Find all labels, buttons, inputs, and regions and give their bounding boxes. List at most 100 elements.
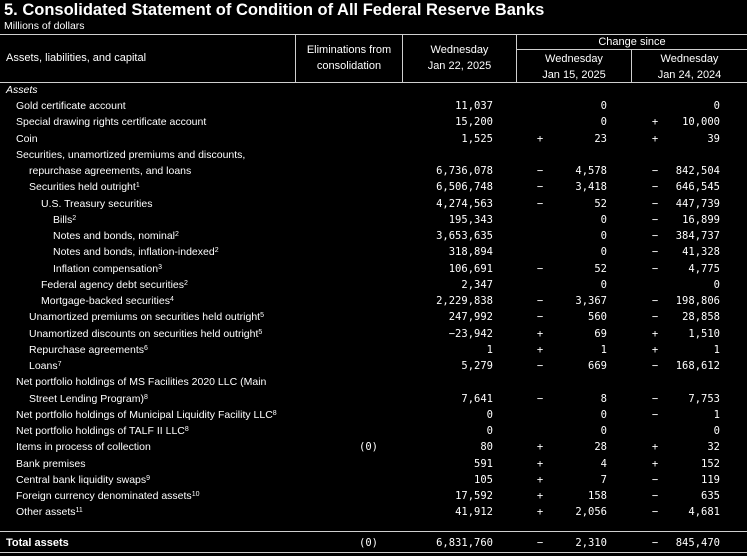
row-change2: 1,510 [688,327,720,340]
footnote-marker: 10 [191,491,200,498]
header-change1-line2: Jan 15, 2025 [542,69,606,81]
header-change-since: Change since [598,36,666,48]
row-label-text: Federal agency debt securities [41,278,184,291]
row-change2-sign: − [651,181,659,194]
col-divider-change2 [631,49,632,82]
table-row: Notes and bonds, nominal2 3,653,635 0 − 384,… [0,228,747,244]
footnote-marker: 2 [184,279,188,287]
row-label: Net portfolio holdings of MS Facilities … [16,374,266,390]
row-label: repurchase agreements, and loans [29,163,191,179]
row-label: Securities, unamortized premiums and dis… [16,147,245,163]
row-change2: 119 [701,473,720,486]
row-label: Bank premises [16,456,85,472]
row-wed: 4,274,563 [436,197,493,210]
total-change2-sign: − [651,537,659,549]
row-wed: 6,506,748 [436,181,493,194]
row-label: Special drawing rights certificate accou… [16,114,206,130]
row-wed: 106,691 [448,262,493,275]
row-change2-sign: − [651,392,659,405]
table-row: Bills2 195,343 0 − 16,899 [0,212,747,228]
row-wed: 1 [486,343,493,356]
row-change2: 635 [701,490,720,502]
row-change1: 8 [600,392,607,405]
row-change1: 69 [594,327,607,340]
row-label: Loans7 [29,358,62,374]
col-divider-change [516,34,517,82]
row-change1-sign: + [536,132,544,145]
row-label-text: Gold certificate account [16,100,126,112]
total-row: Total assets (0) 6,831,760 − 2,310 − 845… [0,535,747,551]
row-change2-sign: + [651,116,659,129]
row-change2: 1 [713,408,720,421]
footnote-marker: 2 [175,231,179,238]
table-row: repurchase agreements, and loans 6,736,07… [0,163,747,179]
header-change2-line1: Wednesday [660,53,719,65]
row-change1: 7 [600,473,607,486]
header-change2: Wednesday Jan 24, 2024 [632,51,747,83]
header-change1-line1: Wednesday [545,53,603,65]
row-label: Net portfolio holdings of Municipal Liqu… [16,407,277,423]
row-change2-sign: − [651,490,659,502]
header-wed: Wednesday Jan 22, 2025 [403,42,516,74]
row-change1-sign: − [536,295,544,307]
total-label: Total assets [6,537,69,549]
table-row: U.S. Treasury securities 4,274,563 − 52 − 447… [0,196,747,212]
row-wed: 247,992 [448,311,493,324]
row-change2-sign: − [651,311,659,324]
row-label-text: Foreign currency denominated assets [16,490,192,502]
row-change1: 3,367 [575,295,607,307]
footnote-marker: 2 [214,247,219,255]
row-wed: 2,229,838 [436,295,493,307]
table-row: Federal agency debt securities2 2,347 0 0 [0,277,747,293]
row-change1-sign: + [536,490,544,502]
row-change1: 52 [594,197,607,210]
footnote-marker: 7 [57,361,62,368]
footnote-marker: 9 [146,474,151,482]
row-label-text: Unamortized premiums on securities held … [29,311,261,324]
row-change2: 39 [707,132,720,145]
row-change2-sign: − [651,197,659,210]
table-row: Inflation compensation3 106,691 − 52 − 4,775 [0,261,747,277]
footnote-marker: 5 [260,312,265,320]
row-change2: 646,545 [675,181,720,194]
row-change2-sign: − [651,246,659,259]
row-label: Other assets11 [16,504,83,520]
header-label-col: Assets, liabilities, and capital [6,52,147,64]
row-change1-sign: − [536,197,544,210]
row-change1-sign: − [536,311,544,324]
row-change2-sign: + [651,457,659,470]
row-label: Central bank liquidity swaps9 [16,472,150,488]
row-change1-sign: + [536,506,544,519]
row-wed: −23,942 [448,327,493,340]
row-change2: 198,806 [675,295,720,307]
table-row: Items in process of collection (0) 80 +28 +3… [0,439,747,455]
table-row: Net portfolio holdings of MS Facilities … [0,374,747,390]
row-label-text: Coin [16,132,38,145]
row-change2: 447,739 [675,197,720,210]
row-label-text: Items in process of collection [16,441,151,454]
row-label: Notes and bonds, nominal2 [53,228,179,244]
row-change2-sign: − [651,213,659,226]
row-change2-sign: − [651,165,659,177]
row-change1: 0 [600,246,607,259]
row-wed: 195,343 [448,213,493,226]
table-row: Street Lending Program)8 7,641−8−7,753 [0,391,747,407]
row-wed: 17,592 [455,490,493,502]
row-change1: 0 [600,425,607,437]
header-elim-line2: consolidation [316,60,382,72]
row-wed: 7,641 [461,392,493,405]
row-change1-sign: + [536,441,544,454]
col-divider-elim [295,34,296,82]
row-change2: 168,612 [675,360,720,372]
row-change2-sign: − [651,408,659,421]
total-wed: 6,831,760 [436,537,493,549]
row-change2-sign: + [651,441,659,454]
footnote-marker: 2 [72,214,77,222]
footnote-marker: 8 [143,393,148,401]
total-change1: 2,310 [575,537,607,549]
row-wed: 0 [486,408,493,421]
table-row: Central bank liquidity swaps9 105 +7 − 119 [0,472,747,488]
footnote-marker: 8 [184,426,189,433]
row-wed: 41,912 [455,506,493,519]
row-label-text: Central bank liquidity swaps [16,473,147,486]
